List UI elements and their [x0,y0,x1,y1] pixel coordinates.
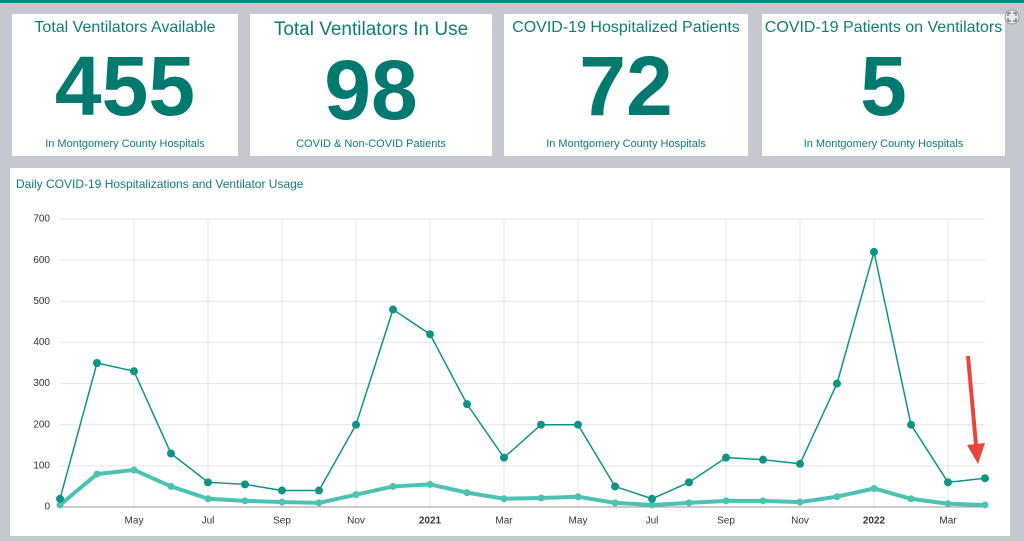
card-value: 72 [579,39,673,133]
data-point [833,493,841,501]
data-point [648,494,656,503]
data-point [796,459,804,468]
data-point [56,494,64,503]
data-point [981,474,989,483]
card: COVID-19 Patients on Ventilators 5 In Mont… [762,14,1005,156]
card-subtitle: In Montgomery County Hospitals [803,138,964,150]
x-tick-label: Sep [717,516,735,527]
card-title: COVID-19 Patients on Ventilators [764,19,1003,36]
data-point [93,359,101,367]
card-title: COVID-19 Hospitalized Patients [512,19,740,36]
y-tick-label: 200 [33,419,50,430]
x-tick-label: Nov [791,516,809,527]
data-point [389,482,397,490]
data-point [463,400,471,409]
data-point [167,449,175,458]
data-point [537,420,545,429]
card: COVID-19 Hospitalized Patients 72 In Montg… [504,14,748,156]
data-point [722,453,730,462]
data-point [944,478,952,487]
annotation-arrow [966,355,978,446]
data-point [611,499,619,507]
data-point [241,480,249,489]
card-value: 5 [860,39,907,133]
data-point [204,495,212,503]
data-point [648,501,656,509]
chart: Daily COVID-19 Hospitalizations and Vent… [16,177,989,527]
data-point [611,482,619,491]
y-tick-label: 300 [33,378,50,389]
card-title: Total Ventilators Available [34,19,216,36]
x-tick-label: 2022 [863,516,886,527]
y-tick-label: 600 [33,255,50,266]
data-point [315,486,323,495]
x-tick-label: Jul [202,516,215,527]
data-point [278,498,286,506]
data-point [500,453,508,462]
data-point [315,499,323,507]
data-point [981,501,989,509]
y-tick-label: 700 [33,214,50,225]
data-point [870,484,878,492]
data-point [56,501,64,509]
data-point [204,478,212,487]
data-point [574,420,582,429]
data-point [389,305,397,314]
y-tick-label: 0 [44,502,50,513]
series-line [59,251,986,500]
data-point [278,486,286,495]
data-point [574,493,582,501]
x-tick-label: Sep [273,516,291,527]
card-title: Total Ventilators In Use [273,19,469,40]
y-tick-label: 500 [33,296,50,307]
x-tick-label: May [125,516,144,527]
card: Total Ventilators In Use 98 COVID & Non-CO… [250,14,492,156]
y-tick-label: 100 [33,460,50,471]
data-point [759,497,767,505]
data-point [907,420,915,429]
expand-button[interactable] [1004,9,1020,25]
data-point [796,498,804,506]
data-point [93,470,101,478]
data-point [907,495,915,503]
card-subtitle: COVID & Non-COVID Patients [296,138,446,150]
x-tick-label: Mar [495,516,513,527]
y-tick-label: 400 [33,337,50,348]
chart-title: Daily COVID-19 Hospitalizations and Vent… [16,177,304,191]
data-point [426,480,434,488]
data-point [167,482,175,490]
data-point [870,247,878,256]
x-tick-label: Nov [347,516,365,527]
series-line [58,467,986,507]
card: Total Ventilators Available 455 In Montgom… [12,14,238,156]
annotation-arrowhead [967,443,985,464]
data-point [130,367,138,376]
data-point [759,455,767,464]
x-tick-label: May [569,516,588,527]
data-point [426,330,434,339]
chart-panel: Daily COVID-19 Hospitalizations and Vent… [10,168,1010,536]
card-subtitle: In Montgomery County Hospitals [45,138,205,150]
data-point [352,491,360,499]
x-tick-label: Mar [939,516,957,527]
data-point [500,495,508,503]
x-tick-label: Jul [646,516,659,527]
card-value: 98 [324,43,418,137]
data-point [722,497,730,505]
x-tick-label: 2021 [419,516,442,527]
card-value: 455 [54,39,196,133]
data-point [537,494,545,502]
data-point [944,500,952,508]
data-point [685,499,693,507]
data-point [833,379,841,388]
data-point [241,497,249,505]
data-point [463,489,471,497]
data-point [352,420,360,429]
data-point [685,478,693,487]
data-point [130,466,138,474]
card-subtitle: In Montgomery County Hospitals [546,138,706,150]
